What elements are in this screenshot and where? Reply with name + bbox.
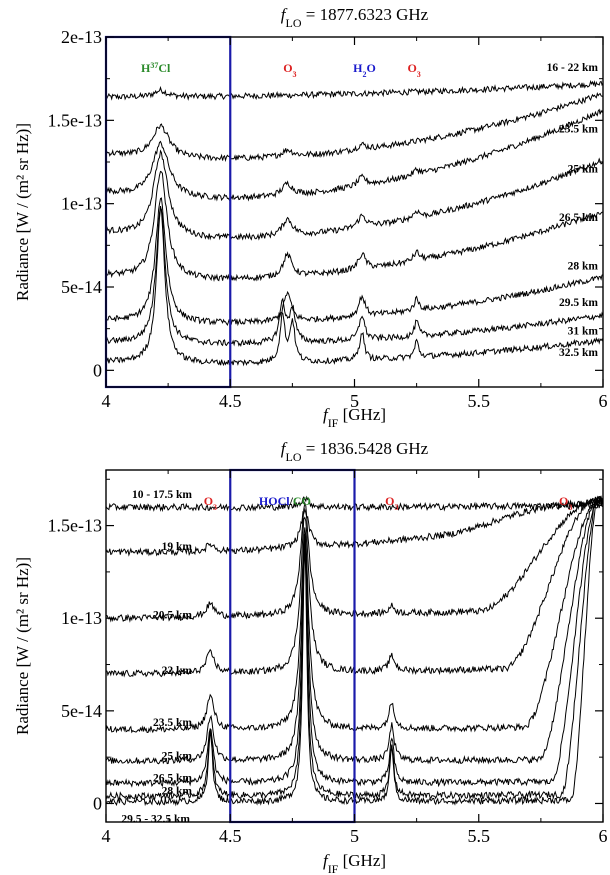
bottom-panel-1836ghz: fLO = 1836.5428 GHz 4 4.5 5 5.5 6 0 5e-14 1e-13 1… xyxy=(13,439,608,875)
altitude-label: 25 km xyxy=(162,750,193,762)
x-tick-label: 6 xyxy=(599,826,608,846)
x-axis-label: fIF [GHz] xyxy=(323,851,386,875)
altitude-label: 25 km xyxy=(568,164,599,176)
altitude-label: 23.5 km xyxy=(153,717,192,729)
highlight-band-box xyxy=(229,468,356,824)
y-tick-label: 5e-14 xyxy=(61,277,102,297)
species-label: O3 xyxy=(407,61,420,79)
spectrum-line-5 xyxy=(106,197,603,327)
altitude-label: 16 - 22 km xyxy=(547,62,599,74)
spectrum-line-2 xyxy=(106,108,603,202)
species-label: O3 xyxy=(559,494,572,512)
y-tick-label: 1e-13 xyxy=(61,194,102,214)
y-tick-label: 1.5e-13 xyxy=(48,516,102,536)
spectrum-line-4 xyxy=(106,170,603,283)
altitude-label: 10 - 17.5 km xyxy=(132,489,192,501)
y-tick-label: 1.5e-13 xyxy=(48,110,102,130)
spectrum-line-1 xyxy=(106,91,603,163)
altitude-label: 28 km xyxy=(162,786,193,798)
y-tick-label: 5e-14 xyxy=(61,701,102,721)
y-tick-label: 0 xyxy=(93,793,102,813)
altitude-label: 32.5 km xyxy=(559,347,598,359)
panel-title: fLO = 1877.6323 GHz xyxy=(281,5,429,30)
y-axis-label: Radiance [W / (m² sr Hz)] xyxy=(13,123,32,301)
y-tick-label: 0 xyxy=(93,360,102,380)
species-label: H37Cl xyxy=(141,61,171,76)
altitude-label: 29.5 km xyxy=(559,297,598,309)
altitude-label: 31 km xyxy=(568,325,599,337)
spectrum-line-6 xyxy=(106,205,603,347)
x-tick-label: 5 xyxy=(350,826,359,846)
altitude-label: 23.5 km xyxy=(559,124,598,136)
top-panel-1877ghz: fLO = 1877.6323 GHz 4 4.5 5 5.5 6 0 5e-14 1e-13 1… xyxy=(13,5,608,430)
x-tick-label: 4 xyxy=(102,391,111,411)
altitude-label: 28 km xyxy=(568,260,599,272)
x-tick-label: 4.5 xyxy=(219,826,242,846)
altitude-label: 20.5 km xyxy=(153,610,192,622)
x-tick-label: 4.5 xyxy=(219,391,242,411)
species-label: O3 xyxy=(283,61,296,79)
spectrum-line-7 xyxy=(106,208,603,367)
panel-title: fLO = 1836.5428 GHz xyxy=(281,439,429,464)
species-label: O3 xyxy=(385,494,398,512)
spectra-group xyxy=(106,79,603,367)
y-axis-label: Radiance [W / (m² sr Hz)] xyxy=(13,557,32,735)
altitude-label: 22 km xyxy=(162,665,193,677)
x-tick-label: 5.5 xyxy=(468,826,491,846)
species-label: O3 xyxy=(204,494,217,512)
x-tick-label: 6 xyxy=(599,391,608,411)
altitude-label: 26.5 km xyxy=(559,212,598,224)
x-tick-label: 5.5 xyxy=(468,391,491,411)
x-tick-label: 4 xyxy=(102,826,111,846)
spectrum-line-3 xyxy=(106,149,603,241)
x-tick-label: 5 xyxy=(350,391,359,411)
spectrum-line-0 xyxy=(106,79,603,101)
y-tick-label: 2e-13 xyxy=(61,27,102,47)
altitude-label: 26.5 km xyxy=(153,773,192,785)
y-tick-label: 1e-13 xyxy=(61,608,102,628)
x-axis-label: fIF [GHz] xyxy=(323,405,386,430)
species-label: HOCl/CO xyxy=(259,494,311,508)
species-label: H2O xyxy=(353,61,376,79)
altitude-label: 29.5 - 32.5 km xyxy=(121,813,190,825)
highlight-band-box xyxy=(104,35,232,389)
altitude-label: 19 km xyxy=(162,541,193,553)
